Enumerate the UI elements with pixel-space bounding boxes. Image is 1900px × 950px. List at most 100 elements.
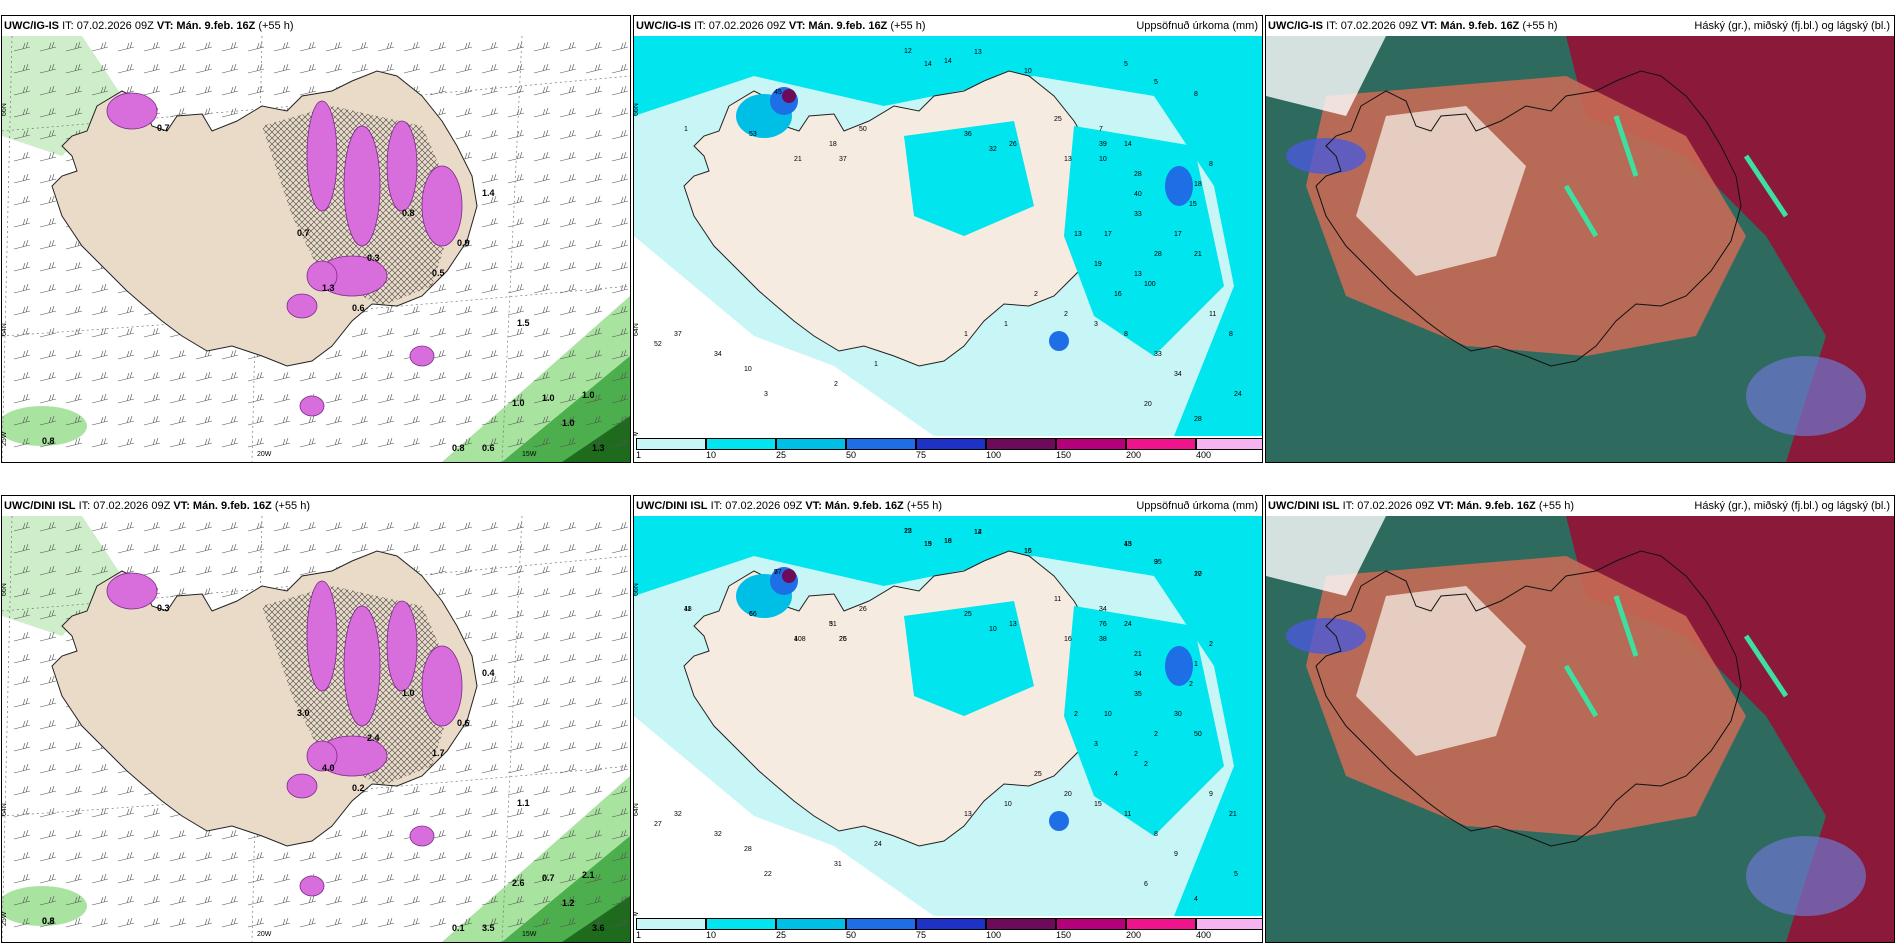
snow-value: 0.8 xyxy=(42,916,55,926)
panel-header: UWC/DINI ISL IT: 07.02.2026 09Z VT: Mán.… xyxy=(2,496,630,516)
snow-blob xyxy=(421,645,463,727)
precip-value: 18 xyxy=(1194,181,1202,188)
precip-value: 33 xyxy=(1134,211,1142,218)
precip-value: 21 xyxy=(1134,651,1142,658)
grid-label-lat66: 66N xyxy=(634,583,640,596)
grid-label-lat64: 64N xyxy=(634,323,640,336)
precip-value: 31 xyxy=(834,861,842,868)
precip-value: 12 xyxy=(904,528,912,535)
snow-blob xyxy=(299,395,325,417)
colorbar-swatch xyxy=(1126,918,1196,930)
precip-value: 10 xyxy=(1004,801,1012,808)
snow-blob xyxy=(409,825,435,847)
precip-value: 28 xyxy=(744,846,752,853)
precip-east-50 xyxy=(1165,646,1193,686)
snow-value: 1.3 xyxy=(592,443,605,453)
precip-value: 11 xyxy=(1054,596,1061,603)
precip-value: 10 xyxy=(1104,711,1112,718)
precip-value: 57 xyxy=(774,569,782,576)
colorbar-level: 50 xyxy=(846,930,857,940)
precip-value: 14 xyxy=(1124,141,1132,148)
snow-blob xyxy=(306,580,338,692)
snow-value: 0.1 xyxy=(452,923,465,933)
model-name: UWC/DINI ISL xyxy=(636,500,708,512)
precip-value: 24 xyxy=(874,841,882,848)
precip-value: 9 xyxy=(1174,851,1178,858)
snow-value: 0.6 xyxy=(457,718,470,728)
precip-map: 66N64N25W20W15W1215161415159101176108312… xyxy=(634,516,1262,916)
precip-value: 16 xyxy=(1024,548,1032,555)
snow-value: 3.5 xyxy=(482,923,495,933)
precip-value: 6 xyxy=(749,611,753,618)
snow-value: 0.7 xyxy=(157,123,170,133)
snow-band-dark xyxy=(562,416,630,462)
precip-value: 26 xyxy=(839,636,847,643)
snow-value: 0.6 xyxy=(482,443,495,453)
colorbar-labels: 1 10 25 50 75 100 150 200 400 xyxy=(636,450,1262,462)
snow-value: 0.8 xyxy=(402,208,415,218)
clear-area xyxy=(1356,106,1526,276)
precip-value: 25 xyxy=(964,611,972,618)
precip-value: 13 xyxy=(1064,156,1072,163)
precip-value: 4 xyxy=(1194,896,1198,903)
grid-label-lat66: 66N xyxy=(2,103,8,116)
snow-value: 1.0 xyxy=(562,418,575,428)
grid-label-lat64: 64N xyxy=(634,803,640,816)
grid-label-lat66: 66N xyxy=(2,583,8,596)
precip-value: 18 xyxy=(944,538,952,545)
snow-band-mid xyxy=(502,836,630,942)
init-time: IT: 07.02.2026 09Z xyxy=(1342,500,1435,512)
colorbar-level: 1 xyxy=(636,450,642,460)
precip-value: 2 xyxy=(1074,711,1078,718)
precip-value: 24 xyxy=(1234,391,1242,398)
precip-value: 8 xyxy=(1124,331,1128,338)
grid-label-lat64: 64N xyxy=(2,803,8,816)
precip-value: 4 xyxy=(794,636,798,643)
precip-value: 21 xyxy=(794,156,802,163)
high-cloud xyxy=(1566,516,1894,942)
field-title: Háský (gr.), miðský (fj.bl.) og lágský (… xyxy=(1694,500,1890,512)
snow-value: 0.9 xyxy=(457,238,470,248)
precip-value: 11 xyxy=(684,606,691,613)
colorbar-level: 25 xyxy=(776,450,787,460)
precip-value: 8 xyxy=(1154,831,1158,838)
precip-value: 2 xyxy=(1189,681,1193,688)
snow-band-dark xyxy=(562,896,630,942)
colorbar-swatch xyxy=(986,438,1056,450)
precip-lt1 xyxy=(634,716,934,916)
field-title: Uppsöfnuð úrkoma (mm) xyxy=(1136,20,1258,32)
precip-value: 100 xyxy=(1144,281,1156,288)
colorbar-swatch xyxy=(916,438,986,450)
snow-value: 0.2 xyxy=(352,783,365,793)
precip-value: 38 xyxy=(1099,636,1107,643)
precip-value: 40 xyxy=(1134,191,1142,198)
precip-value: 34 xyxy=(1099,606,1107,613)
snow-value: 1.0 xyxy=(512,398,525,408)
precip-value: 15 xyxy=(924,541,932,548)
snow-value: 1.0 xyxy=(582,390,595,400)
snow-map: 66N 64N 25W 20W 15W 0.8 1.0 1.0 1.0 0.8 0.6 1.3 1.0 0… xyxy=(2,36,630,462)
colorbar-swatch xyxy=(846,918,916,930)
model-name: UWC/DINI ISL xyxy=(1268,500,1340,512)
low-cloud-se xyxy=(1746,836,1866,916)
precip-value: 34 xyxy=(714,351,722,358)
colorbar-level: 25 xyxy=(776,930,787,940)
precip-value: 11 xyxy=(1124,811,1131,818)
snow-value: 0.7 xyxy=(542,873,555,883)
lead-time: (+55 h) xyxy=(258,20,294,32)
grid-label-lon20: 20W xyxy=(257,931,272,938)
colorbar: 1 10 25 50 75 100 150 200 400 xyxy=(634,916,1262,942)
precip-value: 10 xyxy=(1194,571,1202,578)
snow-value: 1.4 xyxy=(482,188,495,198)
precip-value: 34 xyxy=(1174,371,1182,378)
low-cloud-blue xyxy=(1286,138,1366,174)
valid-time-label: VT: xyxy=(1437,500,1454,512)
precip-value: 3 xyxy=(1094,741,1098,748)
grid-label-lat66: 66N xyxy=(634,103,640,116)
colorbar-level: 200 xyxy=(1126,450,1142,460)
colorbar-swatches xyxy=(636,438,1262,450)
precip-value: 10 xyxy=(744,366,752,373)
snow-blob xyxy=(343,605,381,727)
precip-value: 4 xyxy=(1114,771,1118,778)
precip-value: 2 xyxy=(834,381,838,388)
